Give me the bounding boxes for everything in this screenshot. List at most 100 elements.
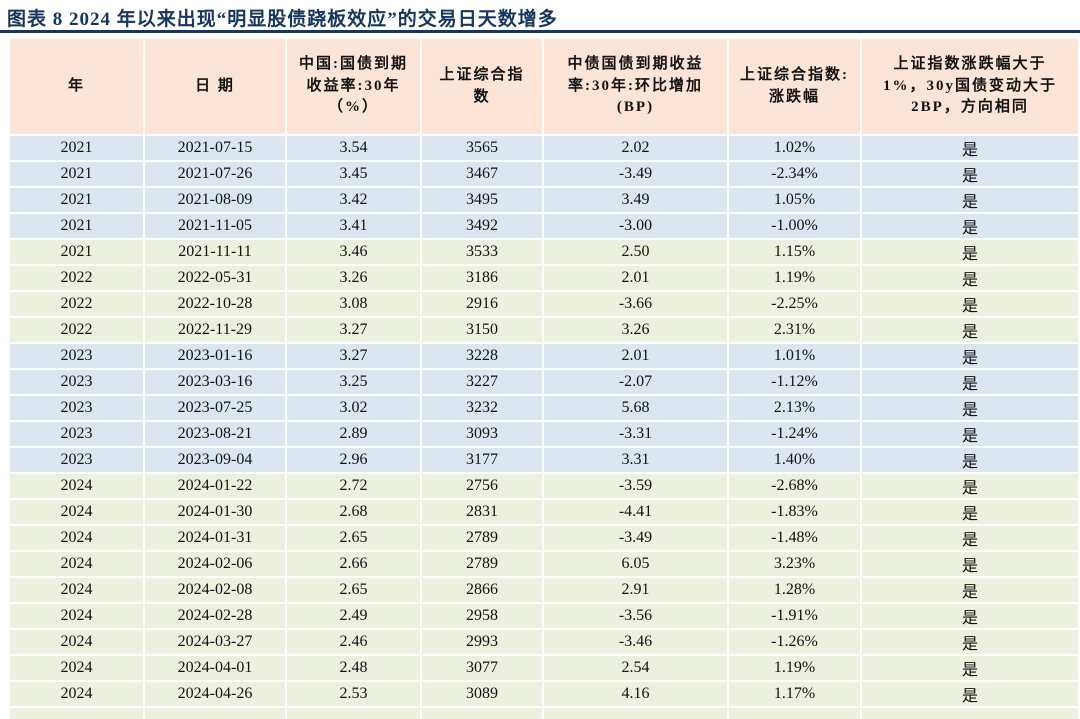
table-cell: -3.31: [542, 420, 729, 448]
table-cell: 3495: [420, 186, 544, 214]
stock-bond-seesaw-table: 年日 期中国:国债到期 收益率:30年 （%） 上证综合指 数中债国债到期收益 率…: [8, 37, 1080, 719]
table-cell: 是: [860, 160, 1080, 188]
title-rule: [0, 30, 1080, 33]
table-cell: 2023-09-04: [143, 446, 287, 474]
table-cell: 2021-07-15: [143, 134, 287, 162]
table-cell: 3150: [420, 316, 544, 344]
table-cell: 2993: [420, 628, 544, 656]
table-cell: 2023: [8, 420, 145, 448]
table-cell: [860, 706, 1080, 719]
table-cell: -3.49: [542, 160, 729, 188]
table-cell: 2024-02-08: [143, 576, 287, 604]
table-cell: 1.40%: [727, 446, 862, 474]
table-header-row: 年日 期中国:国债到期 收益率:30年 （%） 上证综合指 数中债国债到期收益 率…: [8, 37, 1080, 136]
table-cell: 2021: [8, 160, 145, 188]
table-cell: 1.19%: [727, 264, 862, 292]
table-cell: 2022-05-31: [143, 264, 287, 292]
table-cell: 2023: [8, 394, 145, 422]
table-cell: 2756: [420, 472, 544, 500]
table-row-15: 2024 2024-01-31 2.65 2789 -3.49 -1.48% 是: [8, 524, 1080, 552]
table-cell: 2.72: [285, 472, 422, 500]
table-cell: 1.15%: [727, 238, 862, 266]
table-row-4: 2021 2021-11-11 3.46 3533 2.50 1.15% 是: [8, 238, 1080, 266]
table-cell: -2.68%: [727, 472, 862, 500]
table-cell: 2.65: [285, 524, 422, 552]
table-cell: 3093: [420, 420, 544, 448]
table-cell: 2021-08-09: [143, 186, 287, 214]
table-cell: 2024: [8, 628, 145, 656]
table-cell: 6.05: [542, 550, 729, 578]
table-cell: 2023-03-16: [143, 368, 287, 396]
table-cell: 是: [860, 498, 1080, 526]
table-cell: -3.66: [542, 290, 729, 318]
table-cell: -1.83%: [727, 498, 862, 526]
table-cell: 2.68: [285, 498, 422, 526]
table-cell: 2023: [8, 368, 145, 396]
table-cell: 2.02: [542, 134, 729, 162]
table-row-20: 2024 2024-04-01 2.48 3077 2.54 1.19% 是: [8, 654, 1080, 682]
table-cell: 3.23%: [727, 550, 862, 578]
table-cell: 2021: [8, 186, 145, 214]
table-cell: 2.91: [542, 576, 729, 604]
table-cell: 是: [860, 420, 1080, 448]
table-cell: 2024: [8, 498, 145, 526]
table-cell: 2.01: [542, 342, 729, 370]
table-cell: 2023-07-25: [143, 394, 287, 422]
table-cell: 是: [860, 316, 1080, 344]
table-cell: 是: [860, 446, 1080, 474]
table-row-0: 2021 2021-07-15 3.54 3565 2.02 1.02% 是: [8, 134, 1080, 162]
table-row-9: 2023 2023-03-16 3.25 3227 -2.07 -1.12% 是: [8, 368, 1080, 396]
table-cell: 2.50: [542, 238, 729, 266]
table-cell: 3.25: [285, 368, 422, 396]
table-cell: -2.25%: [727, 290, 862, 318]
table-cell: 2024-01-30: [143, 498, 287, 526]
table-cell: -1.12%: [727, 368, 862, 396]
table-row-19: 2024 2024-03-27 2.46 2993 -3.46 -1.26% 是: [8, 628, 1080, 656]
table-cell: 2024-04-26: [143, 680, 287, 708]
table-cell: 2.53: [285, 680, 422, 708]
table-cell: 1.01%: [727, 342, 862, 370]
table-cell: 3.26: [285, 264, 422, 292]
table-row-12: 2023 2023-09-04 2.96 3177 3.31 1.40% 是: [8, 446, 1080, 474]
table-cell: 是: [860, 680, 1080, 708]
table-cell: [727, 706, 862, 719]
table-cell: 2024: [8, 524, 145, 552]
table-cell: 2916: [420, 290, 544, 318]
table-row-1: 2021 2021-07-26 3.45 3467 -3.49 -2.34% 是: [8, 160, 1080, 188]
table-cell: 是: [860, 264, 1080, 292]
table-cell: 是: [860, 342, 1080, 370]
table-row-3: 2021 2021-11-05 3.41 3492 -3.00 -1.00% 是: [8, 212, 1080, 240]
table-cell: 1.05%: [727, 186, 862, 214]
table-cell: 2021: [8, 134, 145, 162]
table-cell: 3565: [420, 134, 544, 162]
table-cell: 2.54: [542, 654, 729, 682]
table-cell: 2021-11-05: [143, 212, 287, 240]
table-cell: -2.34%: [727, 160, 862, 188]
figure-title: 图表 8 2024 年以来出现“明显股债跷板效应”的交易日天数增多: [7, 9, 558, 30]
table-cell: 2021-07-26: [143, 160, 287, 188]
table-cell: 4.16: [542, 680, 729, 708]
table-cell: -3.49: [542, 524, 729, 552]
table-cell: 2022: [8, 316, 145, 344]
table-cell: 2024: [8, 472, 145, 500]
table-cell: 2021: [8, 212, 145, 240]
column-header-5: 上证综合指数: 涨跌幅: [727, 37, 862, 136]
table-row-13: 2024 2024-01-22 2.72 2756 -3.59 -2.68% 是: [8, 472, 1080, 500]
table-cell: 1.17%: [727, 680, 862, 708]
table-row-16: 2024 2024-02-06 2.66 2789 6.05 3.23% 是: [8, 550, 1080, 578]
table-cell: 2866: [420, 576, 544, 604]
table-cell: 2022-11-29: [143, 316, 287, 344]
table-cell: 2.48: [285, 654, 422, 682]
table-cell: 2021: [8, 238, 145, 266]
table-cell: -3.00: [542, 212, 729, 240]
table-cell: 3.46: [285, 238, 422, 266]
column-header-6: 上证指数涨跌幅大于 1%，30y国债变动大于 2BP，方向相同: [860, 37, 1080, 136]
table-cell: [8, 706, 145, 719]
table-cell: 3.54: [285, 134, 422, 162]
table-cell: 2023-08-21: [143, 420, 287, 448]
table-cell: 3227: [420, 368, 544, 396]
table-cell: 是: [860, 186, 1080, 214]
table-cell: 2789: [420, 550, 544, 578]
column-header-2: 中国:国债到期 收益率:30年 （%）: [285, 37, 422, 136]
table-cell: -1.48%: [727, 524, 862, 552]
